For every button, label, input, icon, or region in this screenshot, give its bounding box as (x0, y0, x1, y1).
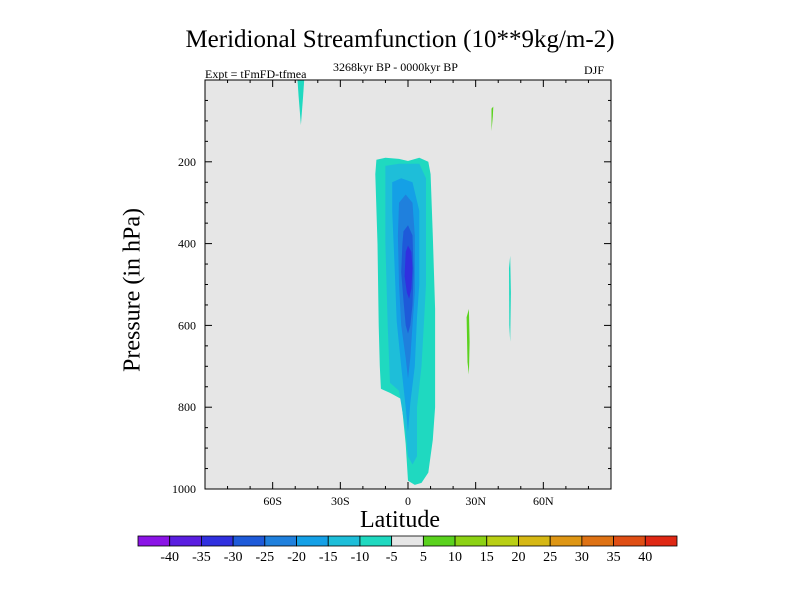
colorbar-box-3 (232, 535, 266, 547)
colorbar-label: 30 (575, 550, 589, 565)
y-tick-label: 800 (178, 400, 196, 414)
colorbar-label: 15 (480, 550, 494, 565)
colorbar-label: 35 (607, 550, 621, 565)
colorbar-box-7 (359, 535, 393, 547)
x-tick-label: 30S (331, 494, 350, 508)
x-tick-label: 60N (533, 494, 554, 508)
y-tick-label: 600 (178, 318, 196, 332)
colorbar-label: 40 (638, 550, 652, 565)
colorbar-box-6 (327, 535, 361, 547)
colorbar-box-13 (549, 535, 583, 547)
colorbar-label: -10 (351, 550, 370, 565)
x-axis-label: Latitude (360, 507, 440, 533)
colorbar-label: -30 (224, 550, 243, 565)
colorbar-box-16 (644, 535, 678, 547)
colorbar-label: 5 (420, 550, 427, 565)
colorbar-label: -25 (255, 550, 274, 565)
season-label: DJF (584, 63, 605, 77)
colorbar-box-2 (201, 535, 234, 547)
colorbar-label: -40 (160, 550, 179, 565)
colorbar-label: 10 (448, 550, 462, 565)
x-tick-label: 60S (263, 494, 282, 508)
contour-region-6 (404, 245, 413, 299)
colorbar-label: -20 (287, 550, 306, 565)
colorbar-box-4 (264, 535, 297, 547)
contour-region-9 (509, 255, 511, 342)
chart-title: Meridional Streamfunction (10**9kg/m-2) (185, 26, 615, 53)
contour-region-8 (466, 309, 470, 375)
y-tick-label: 200 (178, 155, 196, 169)
chart-subtitle: 3268kyr BP - 0000kyr BP (333, 60, 458, 74)
x-tick-label: 0 (405, 494, 411, 508)
colorbar-box-12 (518, 535, 551, 547)
y-tick-label: 1000 (172, 482, 196, 496)
y-tick-label: 400 (178, 237, 196, 251)
colorbar-label: 25 (543, 550, 557, 565)
colorbar-box-0 (137, 535, 171, 547)
colorbar-box-15 (613, 535, 646, 547)
colorbar-box-1 (169, 535, 202, 547)
colorbar-label: -5 (386, 550, 398, 565)
x-tick-label: 30N (465, 494, 486, 508)
colorbar-box-11 (486, 535, 519, 547)
colorbar-box-10 (454, 535, 488, 547)
colorbar-label: -35 (192, 550, 211, 565)
contour-region-7 (491, 106, 494, 132)
colorbar-box-8 (391, 535, 424, 547)
colorbar-box-9 (422, 535, 456, 547)
contour-region-0 (297, 80, 305, 125)
experiment-label: Expt = tFmFD-tfmea (205, 67, 307, 81)
colorbar-box-5 (296, 535, 329, 547)
colorbar-label: 20 (511, 550, 525, 565)
colorbar-label: -15 (319, 550, 338, 565)
colorbar-box-14 (581, 535, 614, 547)
